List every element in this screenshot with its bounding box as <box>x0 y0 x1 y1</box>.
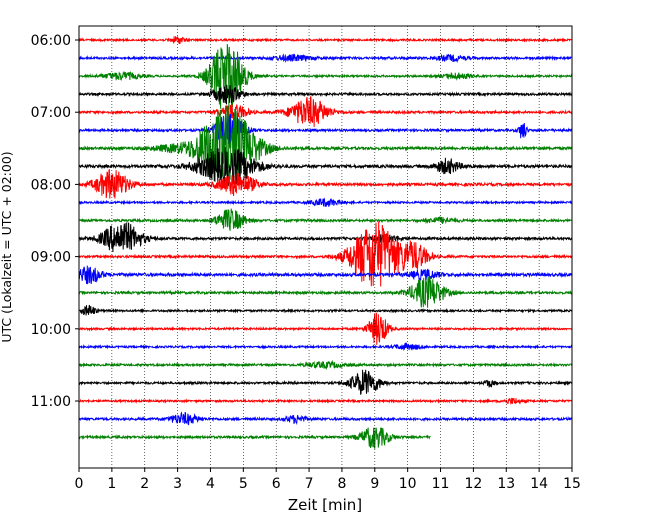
trace-0615 <box>79 53 572 63</box>
trace-0715 <box>79 111 572 149</box>
x-tick-label-8: 8 <box>337 476 346 492</box>
x-tick-label-0: 0 <box>75 476 84 492</box>
x-tick-label-13: 13 <box>497 476 515 492</box>
x-tick-label-1: 1 <box>107 476 116 492</box>
trace-0745 <box>79 147 572 186</box>
trace-1015 <box>79 342 572 351</box>
trace-1130 <box>79 427 431 449</box>
x-tick-label-6: 6 <box>272 476 281 492</box>
plot-frame <box>78 25 573 469</box>
x-tick-label-2: 2 <box>140 476 149 492</box>
x-tick-label-5: 5 <box>239 476 248 492</box>
y-tick-label-0900: 09:00 <box>31 250 71 266</box>
x-tick-label-4: 4 <box>206 476 215 492</box>
y-tick-label-1000: 10:00 <box>31 322 71 338</box>
trace-0630 <box>79 44 572 111</box>
trace-0915 <box>79 265 572 285</box>
x-tick-label-10: 10 <box>399 476 417 492</box>
y-tick-label-1100: 11:00 <box>31 394 71 410</box>
trace-0945 <box>79 304 572 316</box>
trace-0930 <box>79 276 572 308</box>
y-tick-label-0800: 08:00 <box>31 177 71 193</box>
trace-0845 <box>79 221 572 253</box>
trace-1030 <box>79 359 572 370</box>
traces-group <box>79 26 572 449</box>
trace-0730 <box>79 105 572 186</box>
x-tick-label-15: 15 <box>563 476 581 492</box>
x-tick-label-14: 14 <box>530 476 548 492</box>
y-axis-label: UTC (Lokalzeit = UTC + 02:00) <box>0 151 14 342</box>
x-tick-label-7: 7 <box>305 476 314 492</box>
trace-0600 <box>79 35 572 45</box>
trace-1045 <box>79 369 572 395</box>
trace-0815 <box>79 197 572 207</box>
x-axis: 0 1 2 3 4 5 6 7 8 9 10 11 12 13 14 15 <box>75 468 581 492</box>
y-axis: 06:00 07:00 08:00 09:00 10:00 11:00 <box>31 33 79 410</box>
y-tick-label-0700: 07:00 <box>31 105 71 121</box>
x-tick-label-9: 9 <box>370 476 379 492</box>
trace-1115 <box>79 411 572 426</box>
trace-0900 <box>79 221 572 287</box>
trace-0700 <box>79 96 572 127</box>
x-tick-label-11: 11 <box>432 476 450 492</box>
x-tick-label-12: 12 <box>464 476 482 492</box>
trace-0830 <box>79 208 572 231</box>
x-axis-label: Zeit [min] <box>288 496 362 514</box>
x-tick-label-3: 3 <box>173 476 182 492</box>
trace-0800 <box>79 169 572 199</box>
y-tick-label-0600: 06:00 <box>31 33 71 49</box>
trace-1100 <box>79 397 572 405</box>
trace-1000 <box>79 312 572 345</box>
trace-0645 <box>79 84 572 105</box>
